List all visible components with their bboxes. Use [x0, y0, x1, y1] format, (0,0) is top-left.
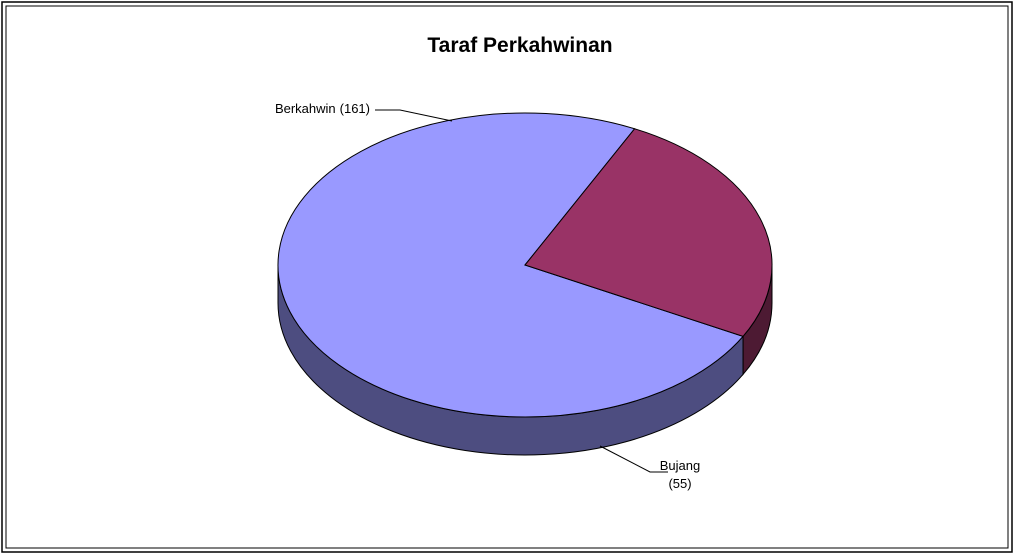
- leader-line: [599, 445, 668, 473]
- pie: [277, 112, 773, 456]
- slice: [524, 128, 773, 337]
- chart-title: Taraf Perkahwinan: [427, 34, 612, 57]
- data-label: Bujang (55): [660, 458, 700, 491]
- leader-line: [375, 109, 453, 122]
- labels: Berkahwin (161) Bujang (55): [275, 101, 700, 491]
- inner-frame: [5, 5, 1009, 549]
- slice: [277, 112, 744, 418]
- data-label: Berkahwin (161): [275, 101, 370, 116]
- label-name: Berkahwin: [275, 101, 336, 116]
- label-value: (161): [340, 101, 370, 116]
- label-name: Bujang: [660, 458, 700, 473]
- label-value: (55): [668, 476, 691, 491]
